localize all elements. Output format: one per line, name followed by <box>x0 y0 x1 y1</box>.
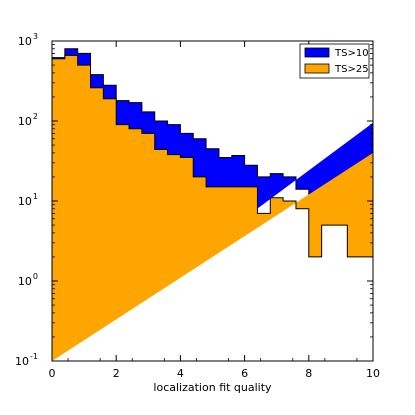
x-tick-label: 0 <box>49 367 56 380</box>
x-tick-label: 8 <box>305 367 312 380</box>
axes-frame <box>51 40 374 362</box>
legend-label-ts25: TS>25 <box>334 64 369 75</box>
x-tick-label: 2 <box>113 367 120 380</box>
x-tick-label: 10 <box>366 367 380 380</box>
legend-label-ts10: TS>10 <box>334 48 369 59</box>
x-tick-label: 6 <box>241 367 248 380</box>
x-tick-labels: 0 2 4 6 8 10 <box>49 367 381 380</box>
legend-swatch-ts25 <box>304 63 330 74</box>
x-tick-label: 4 <box>177 367 184 380</box>
legend: TS>10 TS>25 <box>299 43 370 79</box>
x-axis-label: localization fit quality <box>153 381 272 394</box>
legend-swatch-ts10 <box>304 47 330 58</box>
series-area-ts25 <box>51 54 374 361</box>
bars-layer <box>51 48 374 361</box>
plot-area <box>51 40 374 362</box>
